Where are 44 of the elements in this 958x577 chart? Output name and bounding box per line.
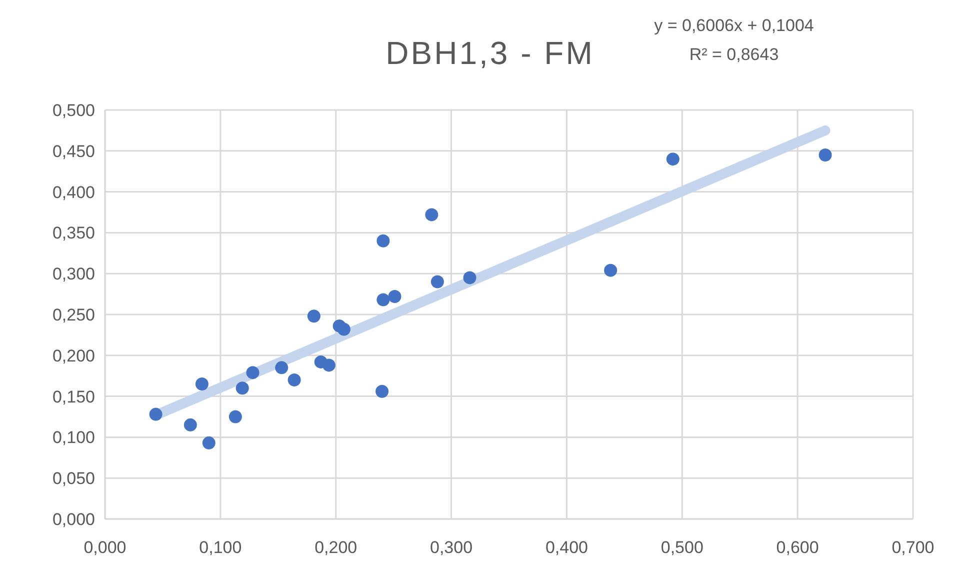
point: [666, 152, 680, 166]
y-tick-label: 0,500: [52, 100, 95, 120]
point: [195, 378, 208, 391]
point: [337, 322, 350, 336]
point: [184, 418, 197, 432]
point: [322, 358, 336, 372]
point: [604, 264, 618, 277]
text: R² = 0,8643: [689, 45, 779, 64]
point: [376, 293, 390, 306]
point: [388, 290, 402, 304]
x-tick-label: 0,500: [660, 538, 704, 557]
chart-title: DBH1,3 - FM: [386, 35, 594, 71]
point: [818, 148, 832, 162]
point: [149, 408, 162, 421]
point: [228, 410, 242, 424]
x-tick-label: 0,000: [84, 538, 126, 557]
x-tick-label: 0,100: [199, 538, 242, 557]
y-tick-label: 0,150: [52, 387, 95, 406]
y-tick-label: 0,250: [52, 305, 95, 324]
x-tick-label: 0,300: [430, 538, 473, 557]
point: [246, 366, 260, 380]
y-tick-label: 0,300: [52, 264, 95, 284]
point: [202, 436, 216, 450]
x-tick-label: 0,600: [776, 538, 819, 557]
point: [275, 361, 288, 374]
point: [236, 382, 249, 395]
y-tick-label: 0,350: [52, 224, 95, 243]
point: [463, 271, 476, 284]
point: [288, 373, 301, 386]
point: [430, 275, 444, 288]
y-tick-label: 0,000: [52, 510, 95, 529]
y-tick-label: 0,100: [52, 428, 95, 448]
x-tick-label: 0,200: [314, 538, 358, 557]
y-tick-label: 0,050: [52, 469, 95, 488]
y-tick-label: 0,200: [52, 346, 95, 366]
x-tick-label: 0,700: [892, 538, 934, 557]
x-tick-label: 0,400: [545, 538, 588, 557]
point: [376, 234, 390, 248]
y-tick-label: 0,400: [52, 182, 95, 202]
y-tick-label: 0,450: [52, 142, 95, 161]
point: [425, 208, 438, 222]
point: [307, 310, 320, 323]
text: y = 0,6006x + 0,1004: [654, 16, 814, 35]
point: [376, 384, 389, 398]
